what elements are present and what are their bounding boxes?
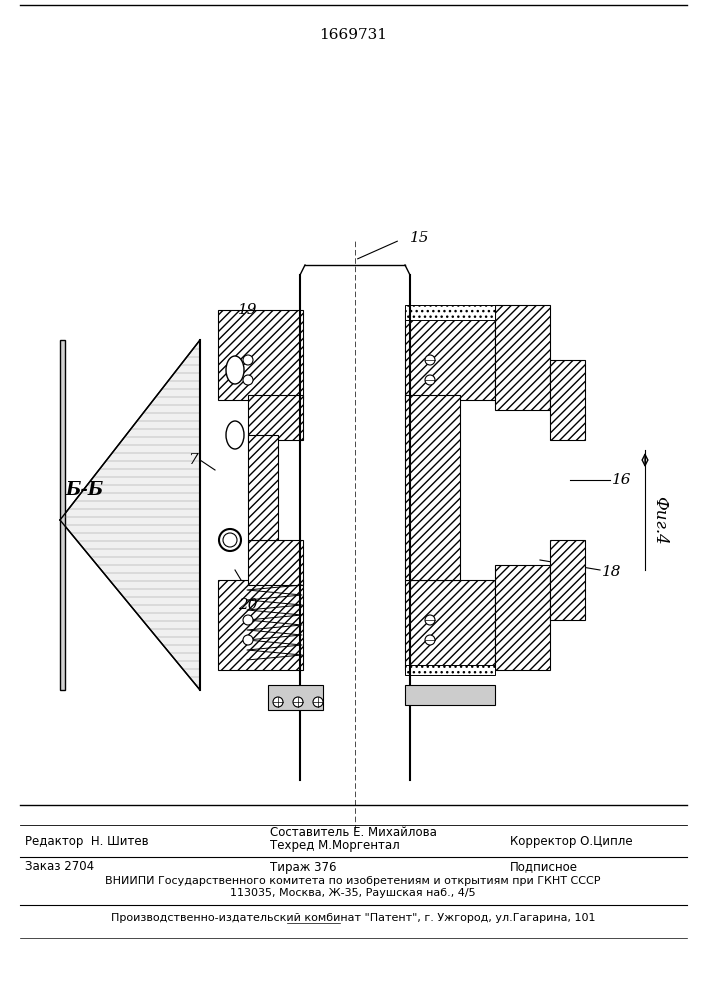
Polygon shape: [60, 340, 200, 690]
Circle shape: [425, 615, 435, 625]
Bar: [248, 395, 303, 440]
Circle shape: [243, 375, 253, 385]
Bar: [248, 435, 278, 540]
Text: Производственно-издательский комбинат "Патент", г. Ужгород, ул.Гагарина, 101: Производственно-издательский комбинат "П…: [111, 913, 595, 923]
Bar: [550, 360, 585, 440]
Bar: [60, 340, 65, 690]
Text: Редактор  Н. Шитев: Редактор Н. Шитев: [25, 836, 148, 848]
Bar: [405, 310, 495, 400]
Text: 16: 16: [612, 473, 631, 487]
Bar: [218, 310, 303, 400]
Circle shape: [293, 697, 303, 707]
Circle shape: [273, 697, 283, 707]
Bar: [405, 685, 495, 705]
Text: 1669731: 1669731: [319, 28, 387, 42]
Bar: [495, 305, 550, 410]
Text: Заказ 2704: Заказ 2704: [25, 860, 94, 874]
Circle shape: [425, 635, 435, 645]
Text: Корректор О.Ципле: Корректор О.Ципле: [510, 836, 633, 848]
Circle shape: [313, 697, 323, 707]
Circle shape: [243, 615, 253, 625]
Text: Подписное: Подписное: [510, 860, 578, 874]
Bar: [405, 580, 495, 670]
Text: Составитель Е. Михайлова: Составитель Е. Михайлова: [270, 826, 437, 838]
Circle shape: [243, 635, 253, 645]
Ellipse shape: [223, 533, 237, 547]
Bar: [248, 540, 303, 585]
Ellipse shape: [219, 529, 241, 551]
Ellipse shape: [226, 421, 244, 449]
Ellipse shape: [226, 356, 244, 384]
Bar: [495, 565, 550, 670]
Circle shape: [425, 355, 435, 365]
Text: Техред М.Моргентал: Техред М.Моргентал: [270, 838, 399, 852]
Text: Фиг.4: Фиг.4: [651, 496, 669, 544]
Bar: [218, 580, 303, 670]
Circle shape: [243, 355, 253, 365]
Bar: [405, 305, 495, 320]
Text: Б-Б: Б-Б: [66, 481, 104, 499]
Text: 15: 15: [410, 231, 429, 245]
Text: Тираж 376: Тираж 376: [270, 860, 337, 874]
Text: 20: 20: [238, 598, 258, 612]
Bar: [405, 665, 495, 675]
Text: 113035, Москва, Ж-35, Раушская наб., 4/5: 113035, Москва, Ж-35, Раушская наб., 4/5: [230, 888, 476, 898]
Bar: [268, 685, 323, 710]
Text: 18: 18: [602, 565, 621, 579]
Text: 19: 19: [238, 303, 258, 317]
Bar: [550, 540, 585, 620]
Text: 7: 7: [188, 453, 198, 467]
Text: ВНИИПИ Государственного комитета по изобретениям и открытиям при ГКНТ СССР: ВНИИПИ Государственного комитета по изоб…: [105, 876, 601, 886]
Bar: [405, 395, 460, 580]
Circle shape: [425, 375, 435, 385]
